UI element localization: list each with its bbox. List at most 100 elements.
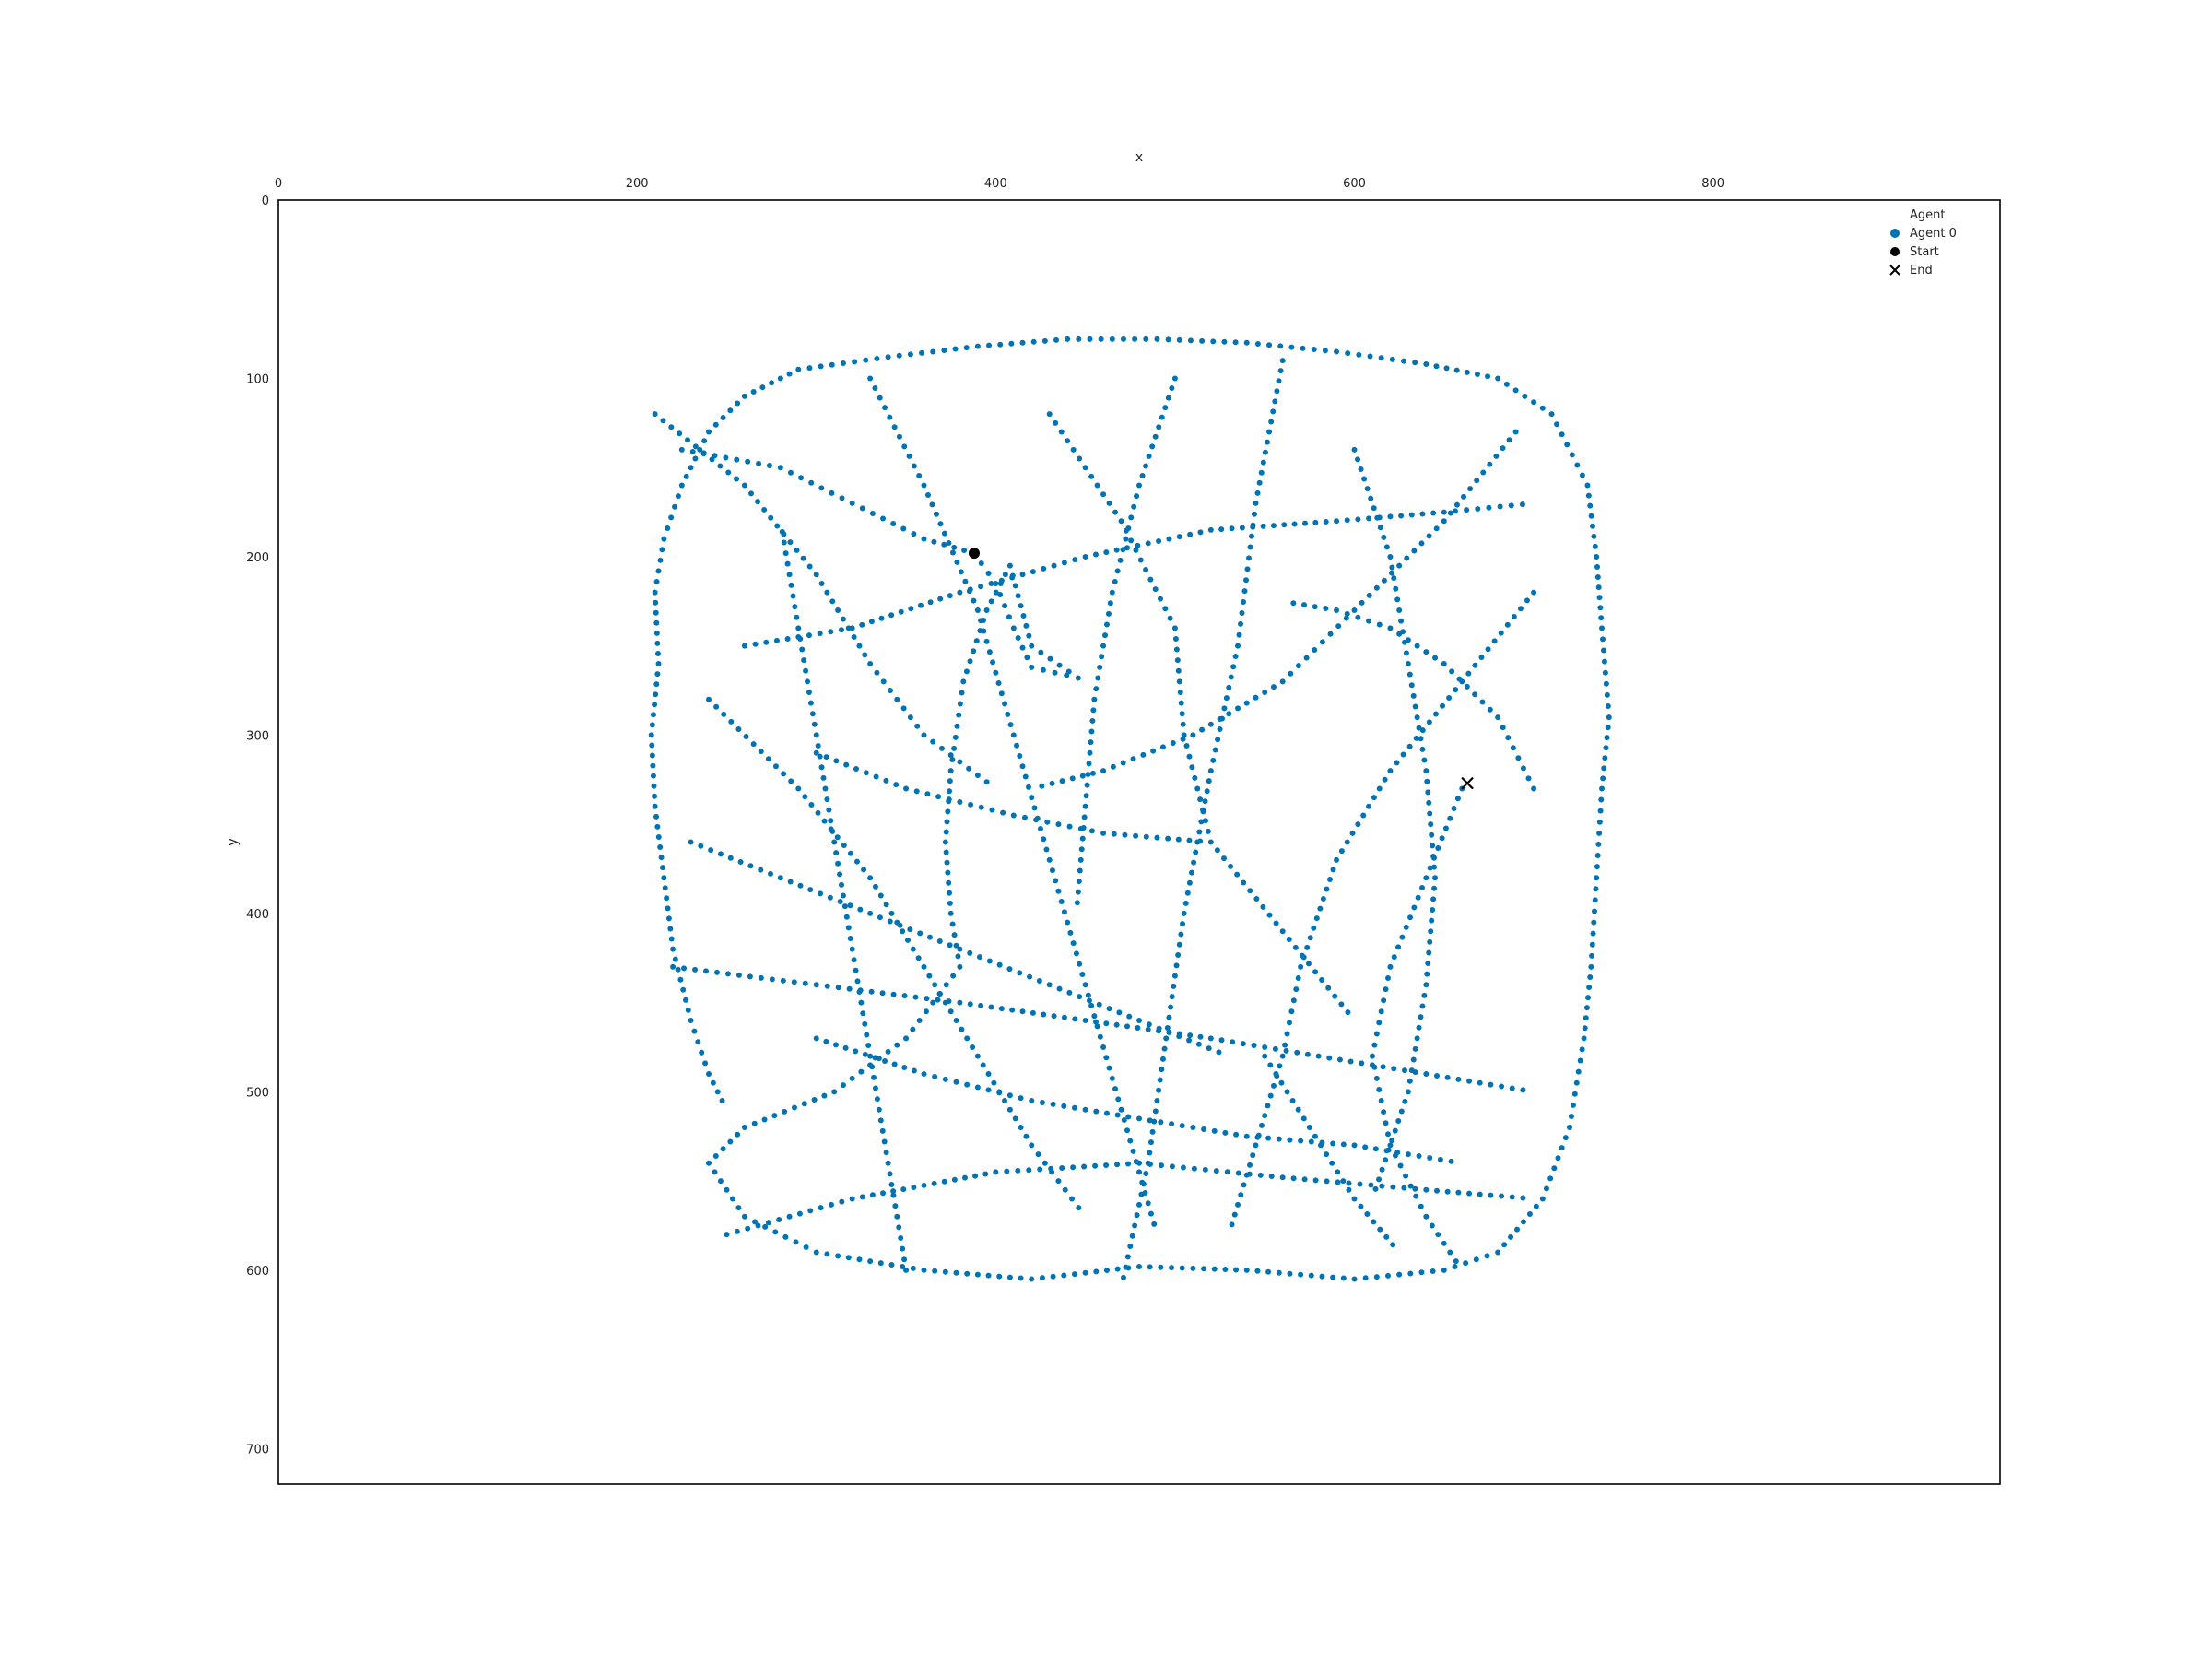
trajectory-point xyxy=(811,1096,818,1103)
trajectory-point xyxy=(1044,819,1051,825)
trajectory-point xyxy=(1270,408,1277,415)
trajectory-point xyxy=(1190,1125,1196,1131)
trajectory-point xyxy=(1151,1221,1158,1227)
trajectory-point xyxy=(1169,1265,1175,1271)
trajectory-point xyxy=(1412,360,1418,366)
trajectory-point xyxy=(845,925,852,931)
trajectory-point xyxy=(835,860,841,867)
trajectory-point xyxy=(700,450,707,456)
trajectory-point xyxy=(1485,373,1491,380)
trajectory-point xyxy=(1083,793,1089,799)
trajectory-point xyxy=(1387,513,1394,520)
trajectory-point xyxy=(1178,700,1184,706)
trajectory-point xyxy=(1579,1046,1585,1053)
trajectory-point xyxy=(1030,569,1036,575)
trajectory-point xyxy=(1326,1055,1333,1061)
legend-label: Start xyxy=(1910,245,1939,259)
y-tick-label: 200 xyxy=(246,551,269,565)
trajectory-point xyxy=(655,568,662,574)
trajectory-point xyxy=(1253,896,1260,902)
trajectory-point xyxy=(1223,695,1230,702)
trajectory-point xyxy=(1564,442,1571,448)
trajectory-point xyxy=(665,905,671,912)
trajectory-point xyxy=(907,351,913,358)
trajectory-point xyxy=(974,343,981,349)
trajectory-point xyxy=(1512,387,1519,394)
trajectory-point xyxy=(1589,952,1595,959)
trajectory-point xyxy=(1295,663,1301,669)
trajectory-point xyxy=(1179,1265,1185,1271)
trajectory-point xyxy=(777,375,783,382)
legend-dot-icon xyxy=(1890,247,1900,256)
trajectory-point xyxy=(1029,643,1035,649)
trajectory-point xyxy=(1180,921,1186,927)
trajectory-point xyxy=(1346,1180,1352,1186)
trajectory-point xyxy=(1238,1192,1244,1198)
trajectory-point xyxy=(1079,971,1086,977)
trajectory-point xyxy=(1012,1115,1018,1122)
trajectory-point xyxy=(1499,1193,1505,1199)
trajectory-point xyxy=(1121,1116,1127,1123)
trajectory-point xyxy=(896,1224,902,1231)
trajectory-point xyxy=(1229,1221,1235,1228)
trajectory-point xyxy=(774,523,781,529)
trajectory-point xyxy=(787,879,794,885)
trajectory-point xyxy=(654,640,661,646)
trajectory-point xyxy=(1466,1190,1473,1197)
trajectory-point xyxy=(967,1001,973,1008)
trajectory-point xyxy=(1312,519,1319,525)
trajectory-point xyxy=(1207,768,1214,774)
trajectory-point xyxy=(1453,501,1460,508)
trajectory-point xyxy=(888,688,894,694)
trajectory-point xyxy=(1048,1165,1054,1172)
trajectory-point xyxy=(1432,711,1439,717)
trajectory-point xyxy=(1584,482,1591,489)
trajectory-point xyxy=(1508,502,1514,509)
trajectory-point xyxy=(1511,614,1517,620)
trajectory-point xyxy=(1440,702,1446,709)
trajectory-point xyxy=(986,342,993,348)
trajectory-point xyxy=(1430,896,1437,902)
trajectory-point xyxy=(773,637,780,643)
trajectory-point xyxy=(1009,574,1016,581)
trajectory-point xyxy=(1340,1141,1347,1148)
trajectory-point xyxy=(1194,839,1201,845)
trajectory-point xyxy=(1416,725,1422,731)
trajectory-point xyxy=(820,774,827,781)
trajectory-point xyxy=(741,393,747,399)
trajectory-point xyxy=(1443,365,1450,372)
trajectory-point xyxy=(758,974,764,981)
trajectory-point xyxy=(838,881,844,888)
trajectory-point xyxy=(872,1085,878,1091)
trajectory-point xyxy=(1395,1118,1402,1125)
trajectory-point xyxy=(867,910,874,916)
trajectory-point xyxy=(1253,500,1259,506)
trajectory-point xyxy=(1113,547,1120,553)
trajectory-point xyxy=(1136,1160,1142,1166)
trajectory-point xyxy=(887,918,893,925)
trajectory-point xyxy=(1472,691,1478,698)
trajectory-point xyxy=(1340,1275,1347,1281)
trajectory-point xyxy=(1018,603,1024,609)
trajectory-point xyxy=(1381,997,1387,1004)
trajectory-point xyxy=(951,1176,958,1183)
trajectory-point xyxy=(1295,975,1301,982)
trajectory-point xyxy=(1127,1138,1134,1144)
trajectory-point xyxy=(1414,714,1420,721)
trajectory-point xyxy=(1376,1020,1382,1026)
trajectory-point xyxy=(936,938,943,944)
trajectory-point xyxy=(765,756,771,762)
trajectory-point xyxy=(1132,1222,1138,1229)
trajectory-point xyxy=(1477,1191,1483,1197)
trajectory-point xyxy=(937,521,944,527)
trajectory-point xyxy=(1100,643,1107,649)
trajectory-point xyxy=(650,712,656,718)
trajectory-point xyxy=(1070,1164,1077,1171)
trajectory-point xyxy=(967,658,973,665)
trajectory-point xyxy=(1318,1142,1324,1149)
trajectory-point xyxy=(823,1038,830,1044)
trajectory-point xyxy=(901,1256,908,1263)
trajectory-point xyxy=(683,473,689,479)
trajectory-point xyxy=(653,691,659,698)
trajectory-point xyxy=(1356,351,1362,358)
